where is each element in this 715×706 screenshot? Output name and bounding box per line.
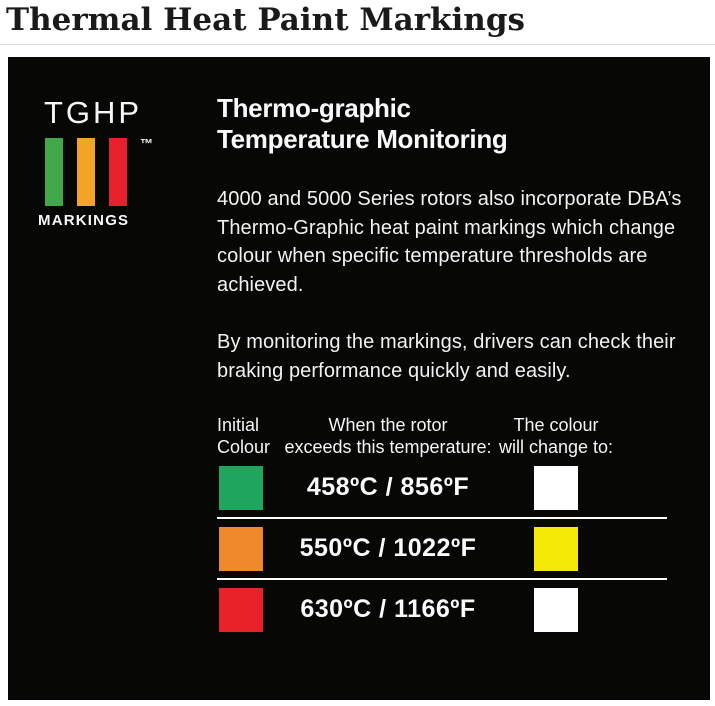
temperature-value: 458ºC / 856ºF — [306, 473, 470, 502]
temperature-table: Initial Colour When the rotor exceeds th… — [217, 415, 667, 639]
initial-colour-cell — [217, 587, 279, 632]
change-colour-swatch — [534, 526, 578, 571]
tghp-logo: TGHP ™ MARKINGS — [37, 95, 153, 229]
page: Thermal Heat Paint Markings TGHP ™ MARKI… — [0, 3, 715, 706]
table-row: 630ºC / 1166ºF — [217, 580, 667, 639]
table-header-row: Initial Colour When the rotor exceeds th… — [217, 415, 667, 458]
initial-colour-cell — [217, 526, 279, 571]
column-header-colour-change: The colour will change to: — [498, 415, 614, 457]
temperature-value: 550ºC / 1022ºF — [299, 534, 477, 563]
tghp-logo-bars: ™ — [45, 136, 153, 206]
change-colour-cell — [497, 465, 615, 510]
trademark-symbol: ™ — [140, 136, 153, 151]
table-row: 458ºC / 856ºF — [217, 458, 667, 517]
change-colour-cell — [497, 587, 615, 632]
initial-colour-swatch — [219, 526, 263, 571]
panel-heading: Thermo-graphic Temperature Monitoring — [217, 93, 508, 154]
initial-colour-swatch — [219, 587, 263, 632]
logo-bar-green-icon — [45, 138, 63, 206]
initial-colour-cell — [217, 465, 279, 510]
page-title: Thermal Heat Paint Markings — [6, 2, 525, 38]
temperature-value: 630ºC / 1166ºF — [300, 595, 476, 624]
change-colour-cell — [497, 526, 615, 571]
logo-bar-red-icon — [109, 138, 127, 206]
logo-bars-group — [45, 138, 142, 206]
initial-colour-swatch — [219, 465, 263, 510]
panel-paragraph-2: By monitoring the markings, drivers can … — [217, 331, 676, 382]
title-divider — [0, 44, 715, 46]
change-colour-swatch — [534, 465, 578, 510]
column-header-exceed-temperature: When the rotor exceeds this temperature: — [284, 415, 492, 457]
tghp-wordmark: TGHP — [44, 95, 143, 130]
row-divider — [217, 578, 667, 581]
logo-bar-amber-icon — [77, 138, 95, 206]
panel-content: Thermo-graphic Temperature Monitoring 40… — [217, 93, 687, 639]
panel-paragraph-1: 4000 and 5000 Series rotors also incorpo… — [217, 188, 682, 296]
tghp-logo-caption: MARKINGS — [38, 212, 130, 229]
change-colour-swatch — [534, 587, 578, 632]
column-header-initial-colour: Initial Colour — [217, 415, 271, 457]
row-divider — [217, 517, 667, 520]
tghp-info-panel: TGHP ™ MARKINGS Thermo-graphic Temperatu… — [8, 57, 710, 700]
table-row: 550ºC / 1022ºF — [217, 519, 667, 578]
